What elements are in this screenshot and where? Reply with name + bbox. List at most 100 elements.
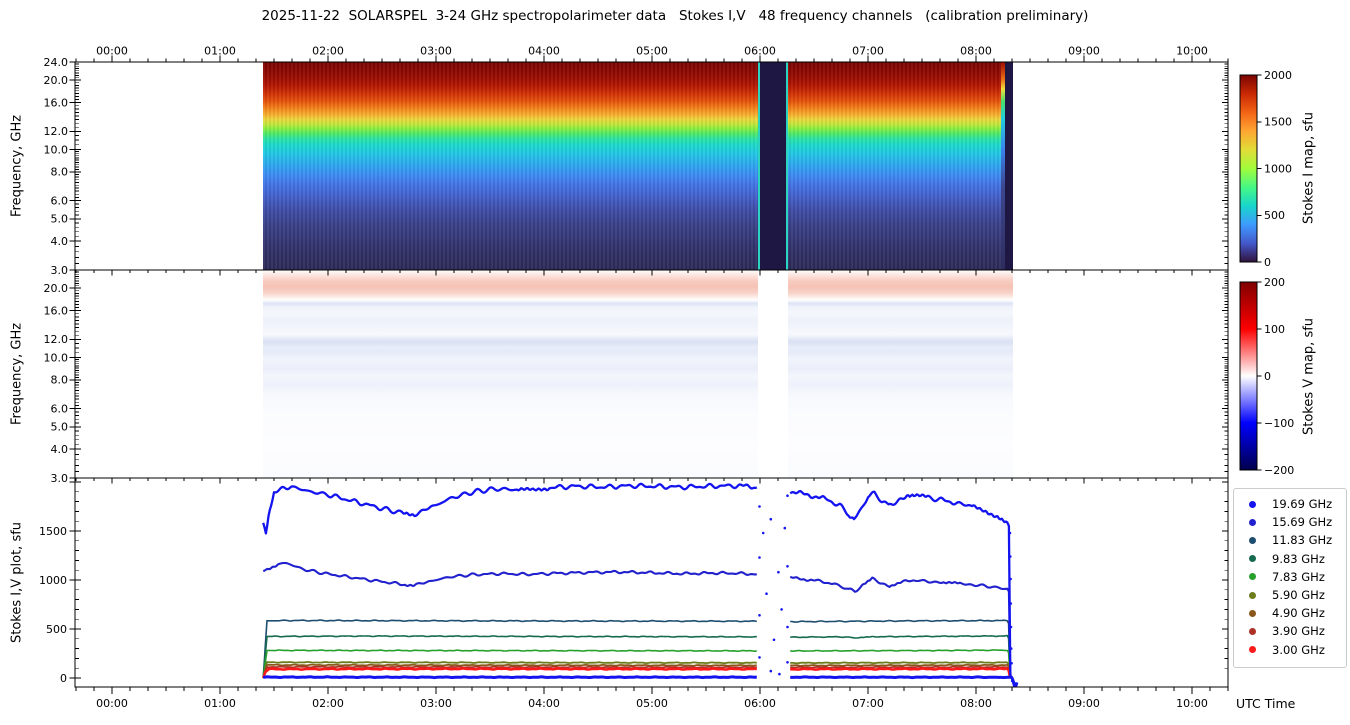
time-tick-label-bottom: 10:00 bbox=[1176, 697, 1208, 710]
freq-tick-label: 12.0 bbox=[44, 125, 69, 138]
time-tick-label-top: 07:00 bbox=[852, 45, 884, 58]
time-tick-label-bottom: 05:00 bbox=[636, 697, 668, 710]
freq-tick-label: 4.0 bbox=[51, 443, 69, 456]
stokes-plot-axis-label: Stokes I,V plot, sfu bbox=[9, 521, 25, 644]
freq-tick-label: 16.0 bbox=[44, 304, 69, 317]
sfu-tick-label: 0 bbox=[60, 672, 67, 685]
freq-tick-label: 10.0 bbox=[44, 143, 69, 156]
time-tick-label-top: 06:00 bbox=[744, 45, 776, 58]
legend-row: 19.69 GHz bbox=[1234, 495, 1346, 513]
colorbar-tick-label: −200 bbox=[1264, 464, 1294, 477]
time-tick-label-top: 03:00 bbox=[420, 45, 452, 58]
sfu-tick-label: 1500 bbox=[39, 525, 67, 538]
time-tick-label-bottom: 07:00 bbox=[852, 697, 884, 710]
time-tick-label-bottom: 08:00 bbox=[960, 697, 992, 710]
freq-tick-label: 20.0 bbox=[44, 282, 69, 295]
colorbar-tick-label: 1000 bbox=[1264, 162, 1292, 175]
time-tick-label-bottom: 02:00 bbox=[312, 697, 344, 710]
legend-dot-icon bbox=[1249, 646, 1256, 654]
stokes-i-data-gap bbox=[758, 62, 788, 270]
freq-tick-label: 6.0 bbox=[51, 194, 69, 207]
legend-row: 5.90 GHz bbox=[1234, 586, 1346, 604]
stokes-i-heatmap-panel bbox=[75, 62, 1228, 270]
colorbar-tick-label: 200 bbox=[1264, 276, 1285, 289]
legend-label: 4.90 GHz bbox=[1272, 606, 1325, 621]
time-tick-label-top: 10:00 bbox=[1176, 45, 1208, 58]
legend-dot-icon bbox=[1249, 627, 1256, 635]
freq-tick-label: 8.0 bbox=[51, 374, 69, 387]
legend-row: 15.69 GHz bbox=[1234, 513, 1346, 531]
time-tick-label-top: 08:00 bbox=[960, 45, 992, 58]
legend-label: 3.90 GHz bbox=[1272, 624, 1325, 639]
freq-tick-label: 10.0 bbox=[44, 351, 69, 364]
freq-axis-label-mid: Frequency, GHz bbox=[9, 322, 25, 426]
colorbar-tick-label: 0 bbox=[1264, 370, 1271, 383]
freq-axis-label-top: Frequency, GHz bbox=[9, 114, 25, 218]
legend-dot-icon bbox=[1249, 609, 1256, 617]
time-tick-label-top: 04:00 bbox=[528, 45, 560, 58]
time-tick-label-bottom: 03:00 bbox=[420, 697, 452, 710]
colorbar-tick-label: 100 bbox=[1264, 323, 1285, 336]
legend-label: 15.69 GHz bbox=[1272, 515, 1333, 530]
sfu-tick-label: 500 bbox=[46, 623, 67, 636]
legend-dot-icon bbox=[1249, 536, 1256, 544]
stokes-v-colorbar bbox=[1240, 282, 1257, 470]
colorbar-tick-label: 0 bbox=[1264, 256, 1271, 269]
freq-tick-label: 6.0 bbox=[51, 402, 69, 415]
time-tick-label-bottom: 04:00 bbox=[528, 697, 560, 710]
stokes-v-data-gap bbox=[758, 270, 788, 478]
freq-tick-label: 24.0 bbox=[44, 56, 69, 69]
stokes-iv-lineplot-panel bbox=[75, 478, 1228, 687]
time-tick-label-top: 00:00 bbox=[96, 45, 128, 58]
legend-label: 7.83 GHz bbox=[1272, 569, 1325, 584]
time-tick-label-bottom: 09:00 bbox=[1068, 697, 1100, 710]
time-tick-label-bottom: 00:00 bbox=[96, 697, 128, 710]
time-tick-label-top: 01:00 bbox=[204, 45, 236, 58]
time-tick-label-bottom: 06:00 bbox=[744, 697, 776, 710]
legend-dot-icon bbox=[1249, 500, 1256, 508]
freq-tick-label: 20.0 bbox=[44, 74, 69, 87]
legend-row: 3.90 GHz bbox=[1234, 622, 1346, 640]
legend-dot-icon bbox=[1249, 555, 1256, 563]
freq-tick-label: 5.0 bbox=[51, 421, 69, 434]
legend-label: 5.90 GHz bbox=[1272, 588, 1325, 603]
time-tick-label-bottom: 01:00 bbox=[204, 697, 236, 710]
stokes-i-colorbar bbox=[1240, 75, 1257, 262]
stokes-i-colorbar-label: Stokes I map, sfu bbox=[1301, 112, 1317, 225]
colorbar-tick-label: 500 bbox=[1264, 209, 1285, 222]
legend-row: 7.83 GHz bbox=[1234, 568, 1346, 586]
legend-label: 9.83 GHz bbox=[1272, 551, 1325, 566]
legend-dot-icon bbox=[1249, 591, 1256, 599]
lineplot-legend: 19.69 GHz 15.69 GHz 11.83 GHz 9.83 GHz 7.83 … bbox=[1233, 488, 1347, 668]
time-tick-label-top: 09:00 bbox=[1068, 45, 1100, 58]
colorbar-tick-label: 2000 bbox=[1264, 69, 1292, 82]
figure-title: 2025-11-22 SOLARSPEL 3-24 GHz spectropol… bbox=[261, 8, 1089, 24]
stokes-v-colorbar-label: Stokes V map, sfu bbox=[1301, 317, 1317, 435]
stokes-i-end-band bbox=[1005, 62, 1013, 270]
legend-row: 9.83 GHz bbox=[1234, 550, 1346, 568]
legend-dot-icon bbox=[1249, 518, 1256, 526]
freq-tick-label: 12.0 bbox=[44, 333, 69, 346]
colorbar-tick-label: 1500 bbox=[1264, 116, 1292, 129]
utc-time-label: UTC Time bbox=[1236, 696, 1296, 711]
time-tick-label-top: 05:00 bbox=[636, 45, 668, 58]
time-tick-label-top: 02:00 bbox=[312, 45, 344, 58]
freq-tick-label: 5.0 bbox=[51, 213, 69, 226]
legend-label: 11.83 GHz bbox=[1272, 533, 1333, 548]
freq-tick-label: 3.0 bbox=[51, 472, 69, 485]
sfu-tick-label: 1000 bbox=[39, 574, 67, 587]
freq-tick-label: 4.0 bbox=[51, 235, 69, 248]
legend-dot-icon bbox=[1249, 573, 1256, 581]
legend-label: 3.00 GHz bbox=[1272, 642, 1325, 657]
freq-tick-label: 8.0 bbox=[51, 166, 69, 179]
colorbar-tick-label: −100 bbox=[1264, 417, 1294, 430]
legend-label: 19.69 GHz bbox=[1272, 497, 1333, 512]
legend-row: 4.90 GHz bbox=[1234, 604, 1346, 622]
legend-row: 11.83 GHz bbox=[1234, 531, 1346, 549]
stokes-v-heatmap-panel bbox=[75, 270, 1228, 478]
stokes-i-spectrogram bbox=[263, 62, 1013, 270]
freq-tick-label: 16.0 bbox=[44, 96, 69, 109]
freq-tick-label: 3.0 bbox=[51, 264, 69, 277]
legend-row: 3.00 GHz bbox=[1234, 641, 1346, 659]
